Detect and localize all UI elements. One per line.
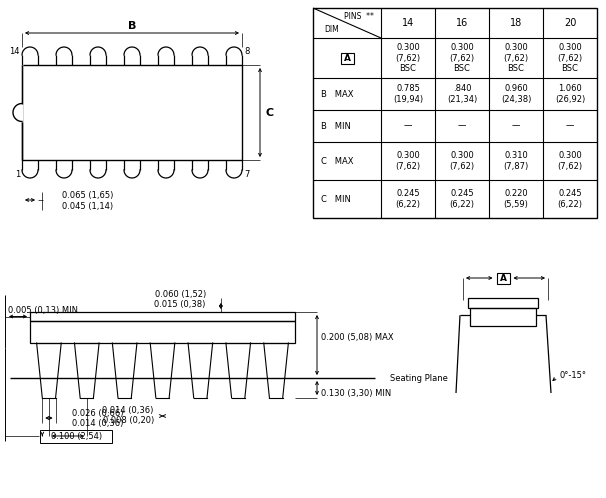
Text: 0.065 (1,65): 0.065 (1,65) <box>62 191 114 200</box>
Text: 0.014 (0,36): 0.014 (0,36) <box>72 418 123 427</box>
Text: PINS  **: PINS ** <box>344 12 374 21</box>
Text: 7: 7 <box>244 169 250 178</box>
Text: 0.200 (5,08) MAX: 0.200 (5,08) MAX <box>321 333 394 342</box>
Text: C   MIN: C MIN <box>321 195 351 204</box>
Text: 0.045 (1,14): 0.045 (1,14) <box>62 202 113 211</box>
Text: 0.785
(19,94): 0.785 (19,94) <box>393 84 423 104</box>
Bar <box>496 272 510 283</box>
Text: —: — <box>458 122 466 130</box>
Text: 0.310
(7,87): 0.310 (7,87) <box>504 151 528 171</box>
Text: 20: 20 <box>564 18 576 28</box>
Bar <box>468 298 538 308</box>
Text: .840
(21,34): .840 (21,34) <box>447 84 477 104</box>
Text: 0.300
(7,62)
BSC: 0.300 (7,62) BSC <box>504 43 528 73</box>
Text: 0.060 (1,52): 0.060 (1,52) <box>155 289 206 298</box>
Text: B: B <box>128 21 136 31</box>
Text: 0.245
(6,22): 0.245 (6,22) <box>396 189 421 209</box>
Text: 0.300
(7,62): 0.300 (7,62) <box>558 151 582 171</box>
Text: 0.100 (2,54): 0.100 (2,54) <box>51 431 102 441</box>
Text: 0°-15°: 0°-15° <box>559 371 586 379</box>
Bar <box>341 52 353 64</box>
Text: 0.015 (0,38): 0.015 (0,38) <box>155 299 206 308</box>
Text: —: — <box>566 122 574 130</box>
Bar <box>41 430 112 443</box>
Text: 16: 16 <box>456 18 468 28</box>
Text: C   MAX: C MAX <box>321 156 353 165</box>
Text: 1.060
(26,92): 1.060 (26,92) <box>555 84 585 104</box>
Text: 1: 1 <box>15 169 20 178</box>
Bar <box>470 308 536 326</box>
Text: —: — <box>512 122 520 130</box>
Text: 18: 18 <box>510 18 522 28</box>
Bar <box>30 321 295 343</box>
Text: 0.300
(7,62): 0.300 (7,62) <box>450 151 474 171</box>
Text: 0.026 (0,66): 0.026 (0,66) <box>72 408 123 417</box>
Text: 0.300
(7,62)
BSC: 0.300 (7,62) BSC <box>450 43 474 73</box>
Text: B   MAX: B MAX <box>321 90 353 99</box>
Text: 0.014 (0,36): 0.014 (0,36) <box>102 405 154 414</box>
Bar <box>313 8 597 218</box>
Text: DIM: DIM <box>325 25 339 34</box>
Text: 0.245
(6,22): 0.245 (6,22) <box>450 189 474 209</box>
Text: B   MIN: B MIN <box>321 122 351 130</box>
Text: 0.960
(24,38): 0.960 (24,38) <box>501 84 531 104</box>
Text: 14: 14 <box>402 18 414 28</box>
Text: 0.300
(7,62)
BSC: 0.300 (7,62) BSC <box>558 43 582 73</box>
Text: A: A <box>344 53 350 63</box>
Text: 0.300
(7,62): 0.300 (7,62) <box>396 151 421 171</box>
Bar <box>22 65 242 160</box>
Text: Seating Plane: Seating Plane <box>390 374 448 382</box>
Bar <box>30 312 295 321</box>
Text: C: C <box>266 108 274 118</box>
Text: 0.220
(5,59): 0.220 (5,59) <box>504 189 528 209</box>
Text: 0.008 (0,20): 0.008 (0,20) <box>102 415 154 424</box>
Text: 14: 14 <box>10 46 20 55</box>
Text: 8: 8 <box>244 46 250 55</box>
Text: —: — <box>404 122 412 130</box>
Text: 0.300
(7,62)
BSC: 0.300 (7,62) BSC <box>396 43 421 73</box>
Text: 0.005 (0,13) MIN: 0.005 (0,13) MIN <box>7 305 78 315</box>
Text: 0.245
(6,22): 0.245 (6,22) <box>558 189 582 209</box>
Text: 0.130 (3,30) MIN: 0.130 (3,30) MIN <box>321 388 391 397</box>
Text: A: A <box>499 273 507 282</box>
